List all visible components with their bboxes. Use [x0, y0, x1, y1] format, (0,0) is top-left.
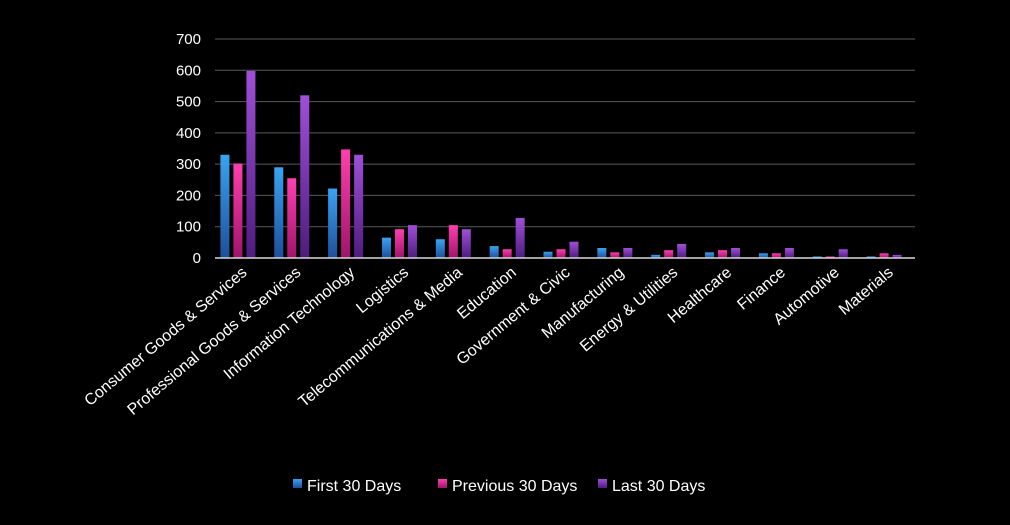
bar-group: [651, 243, 687, 258]
bar: [664, 250, 674, 258]
bar: [892, 254, 902, 258]
x-tick-label: Energy & Utilities: [577, 264, 681, 355]
bar: [502, 249, 512, 258]
y-tick-label: 100: [176, 219, 201, 236]
legend-item: First 30 Days: [293, 478, 401, 495]
y-tick-label: 500: [176, 94, 201, 111]
bar: [879, 253, 889, 258]
bar: [784, 247, 794, 258]
bar: [771, 253, 781, 258]
bar: [866, 256, 876, 258]
bar-group: [705, 247, 741, 258]
bar: [677, 243, 687, 258]
y-tick-label: 600: [176, 62, 201, 79]
bar: [515, 217, 525, 258]
bar: [220, 154, 230, 258]
bar-group: [220, 70, 256, 258]
bar: [556, 249, 566, 258]
bar: [623, 247, 633, 258]
legend-item: Last 30 Days: [598, 478, 705, 495]
bar: [838, 249, 848, 258]
bar-group: [328, 149, 364, 258]
bar: [435, 239, 445, 258]
bar: [489, 246, 499, 258]
legend-label: Previous 30 Days: [452, 478, 577, 495]
legend-swatch: [438, 479, 447, 488]
legend-label: Last 30 Days: [612, 478, 705, 495]
bar-group: [435, 225, 471, 258]
bar-group: [274, 95, 310, 258]
bar: [812, 256, 822, 258]
bar: [300, 95, 310, 258]
grid-lines: [215, 38, 915, 228]
legend-label: First 30 Days: [307, 478, 401, 495]
bar: [651, 254, 661, 258]
bar-group: [381, 225, 417, 258]
bar: [569, 241, 579, 258]
y-tick-label: 200: [176, 187, 201, 204]
bar: [731, 247, 741, 258]
bar: [718, 250, 728, 258]
bar: [597, 247, 607, 258]
bar-group: [812, 249, 848, 258]
bar-group: [489, 217, 525, 258]
x-tick-label: Materials: [836, 264, 897, 319]
bar: [287, 178, 297, 258]
bar: [758, 253, 768, 258]
bar: [394, 229, 404, 258]
bar: [246, 70, 256, 258]
y-tick-label: 300: [176, 156, 201, 173]
legend-item: Previous 30 Days: [438, 478, 577, 495]
bar-group: [866, 253, 902, 258]
bar: [825, 256, 835, 258]
bar: [328, 188, 338, 258]
y-tick-label: 700: [176, 31, 201, 48]
bar: [705, 252, 715, 258]
bar: [274, 167, 284, 258]
legend-swatch: [293, 479, 302, 488]
bar: [543, 251, 553, 258]
bar: [233, 163, 243, 258]
legend-swatch: [598, 479, 607, 488]
bar: [354, 154, 364, 258]
bar: [407, 225, 417, 258]
y-axis-ticks: 0 100 200 300 400 500 600 700: [176, 31, 201, 267]
bar: [448, 225, 458, 258]
bars: [220, 70, 902, 258]
bar-group: [597, 247, 633, 258]
bar-group: [543, 241, 579, 258]
bar: [341, 149, 351, 258]
bar: [610, 252, 620, 258]
bar-group: [758, 247, 794, 258]
bar: [461, 229, 471, 258]
y-tick-label: 0: [193, 250, 201, 267]
legend: First 30 Days Previous 30 Days Last 30 Day…: [293, 478, 705, 495]
bar: [381, 237, 391, 258]
y-tick-label: 400: [176, 125, 201, 142]
